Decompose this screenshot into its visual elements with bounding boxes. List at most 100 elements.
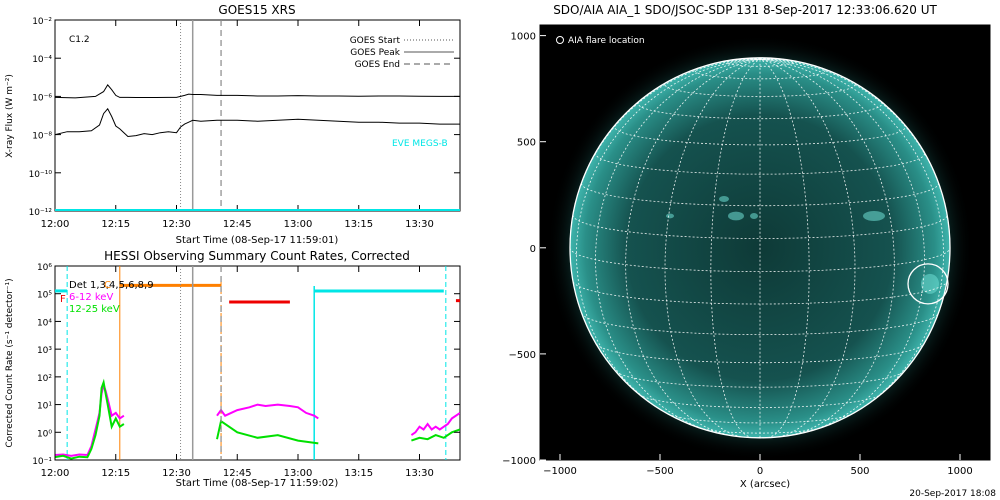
goes-x-tick-label: 12:15 xyxy=(101,219,130,230)
grid-latitude-line xyxy=(615,371,905,388)
goes-legend-label: GOES Peak xyxy=(350,48,400,58)
hessi-x-axis: 12:00 12:15 12:30 12:45 13:00 13:15 13:30 xyxy=(41,266,434,479)
active-region-blob xyxy=(666,213,674,219)
grid-latitude-line xyxy=(572,281,948,305)
aia-x-tick-label: −500 xyxy=(646,466,673,477)
hessi-legend-6-12: 6-12 keV xyxy=(69,292,113,303)
grid-latitude-line xyxy=(668,413,852,424)
goes-ylabel: X-ray Flux (W m⁻²) xyxy=(5,74,15,158)
active-region-blob xyxy=(921,273,939,294)
goes-title: GOES15 XRS xyxy=(218,3,295,17)
goes-x-axis: 12:00 12:15 12:30 12:45 13:00 13:15 13:30 xyxy=(41,20,434,230)
hessi-y-tick-label: 10¹ xyxy=(37,402,52,412)
aia-y-tick-label: 1000 xyxy=(511,32,536,43)
grid-longitude-line xyxy=(759,58,782,60)
hessi-panel: HESSI Observing Summary Count Rates, Cor… xyxy=(5,249,461,489)
hessi-ylabel: Corrected Count Rate (s⁻¹ detector⁻¹) xyxy=(5,278,15,447)
aia-y-tick-label: 0 xyxy=(530,244,536,255)
grid-latitude-line xyxy=(639,394,881,408)
aia-x-tick-label: 0 xyxy=(757,466,763,477)
grid-latitude-line xyxy=(694,67,826,80)
active-region-blob xyxy=(719,196,729,202)
aia-title: SDO/AIA AIA_1 SDO/JSOC-SDP 131 8-Sep-201… xyxy=(553,3,937,17)
aia-legend-label: AIA flare location xyxy=(568,36,645,46)
grid-longitude-line xyxy=(759,58,925,434)
goes-legend-label: GOES End xyxy=(355,60,400,70)
goes-y-tick-label: 10⁻² xyxy=(32,17,52,27)
hessi-flag-letter-f: F xyxy=(60,294,66,305)
goes-x-tick-label: 12:45 xyxy=(223,219,252,230)
aia-x-axis: −1000 −500 0 500 1000 xyxy=(543,454,973,477)
aia-x-tick-label: −1000 xyxy=(543,466,577,477)
hessi-series-6-12-keV xyxy=(216,403,319,420)
hessi-x-tick-label: 12:00 xyxy=(41,468,70,479)
grid-longitude-line xyxy=(759,58,856,438)
hessi-event-markers xyxy=(180,266,222,460)
hessi-flag-letter-c: C xyxy=(104,280,111,291)
hessi-x-tick-label: 12:45 xyxy=(223,468,252,479)
goes-plot-frame xyxy=(54,19,461,212)
aia-y-tick-label: −500 xyxy=(509,350,536,361)
aia-flare-location-marker xyxy=(907,263,949,305)
goes-x-tick-label: 13:30 xyxy=(405,219,434,230)
hessi-series-12-25-keV xyxy=(55,378,125,460)
hessi-legend-detectors: Det 1,3,4,5,6,8,9 xyxy=(69,280,154,291)
goes-series xyxy=(55,84,460,211)
goes-legend-label: GOES Start xyxy=(350,36,401,46)
hessi-xlabel: Start Time (08-Sep-17 11:59:02) xyxy=(176,478,339,489)
goes-x-tick-label: 13:15 xyxy=(344,219,373,230)
grid-longitude-line xyxy=(576,58,761,419)
grid-longitude-line xyxy=(625,58,761,437)
active-regions xyxy=(666,196,939,294)
grid-latitude-line xyxy=(637,101,883,120)
hessi-y-tick-label: 10⁵ xyxy=(37,291,52,301)
hessi-legend-12-25: 12-25 keV xyxy=(69,304,120,315)
active-region-blob xyxy=(728,211,744,221)
goes-legend: GOES Start GOES Peak GOES End xyxy=(350,36,454,70)
aia-y-tick-label: −1000 xyxy=(502,456,536,467)
hessi-x-tick-label: 13:30 xyxy=(405,468,434,479)
goes-y-tick-label: 10⁻⁸ xyxy=(32,132,52,142)
goes-y-tick-label: 10⁻¹² xyxy=(29,208,53,218)
hessi-plot-frame xyxy=(54,265,461,461)
goes-series-line-1 xyxy=(55,84,460,99)
goes-x-tick-label: 12:00 xyxy=(41,219,70,230)
hessi-y-axis: 10⁻¹ 10⁰ 10¹ 10² 10³ 10⁴ 10⁵ 10⁶ xyxy=(32,263,460,467)
grid-latitude-line xyxy=(596,343,924,364)
hessi-x-tick-label: 12:30 xyxy=(162,468,191,479)
goes-xlabel: Start Time (08-Sep-17 11:59:01) xyxy=(176,235,339,246)
grid-longitude-line xyxy=(759,58,810,438)
hessi-y-tick-label: 10⁻¹ xyxy=(32,457,52,467)
grid-latitude-line xyxy=(595,152,925,175)
grid-longitude-line xyxy=(759,58,895,437)
goes-x-tick-label: 13:00 xyxy=(284,219,313,230)
goes-x-tick-label: 12:30 xyxy=(162,219,191,230)
hessi-series-6-12-keV xyxy=(410,412,460,436)
goes-event-markers xyxy=(180,20,222,211)
hessi-y-tick-label: 10³ xyxy=(37,346,52,356)
timestamp: 20-Sep-2017 18:08 xyxy=(909,489,996,499)
goes-y-tick-label: 10⁻⁴ xyxy=(32,55,52,65)
aia-x-tick-label: 500 xyxy=(850,466,869,477)
grid-longitude-line xyxy=(759,58,944,419)
active-region-blob xyxy=(863,210,885,221)
aia-panel: SDO/AIA AIA_1 SDO/JSOC-SDP 131 8-Sep-201… xyxy=(502,3,996,499)
goes-y-axis: 10⁻¹² 10⁻¹⁰ 10⁻⁸ 10⁻⁶ 10⁻⁴ 10⁻² xyxy=(29,17,460,218)
aia-xlabel: X (arcsec) xyxy=(740,479,790,490)
hessi-x-tick-label: 13:15 xyxy=(344,468,373,479)
aia-y-tick-label: 500 xyxy=(517,138,536,149)
goes-series-line-2 xyxy=(55,107,460,138)
active-region-blob xyxy=(750,212,758,219)
grid-latitude-line xyxy=(581,183,939,207)
goes-flare-class: C1.2 xyxy=(69,35,90,45)
grid-longitude-line xyxy=(595,58,761,434)
solar-limb xyxy=(569,57,951,439)
hessi-title: HESSI Observing Summary Count Rates, Cor… xyxy=(104,249,410,263)
hessi-y-tick-label: 10² xyxy=(37,374,52,384)
hessi-y-tick-label: 10⁴ xyxy=(37,318,52,328)
grid-longitude-line xyxy=(664,58,761,438)
goes-instrument-label: EVE MEGS-B xyxy=(392,139,448,149)
goes-y-tick-label: 10⁻⁶ xyxy=(32,93,52,103)
